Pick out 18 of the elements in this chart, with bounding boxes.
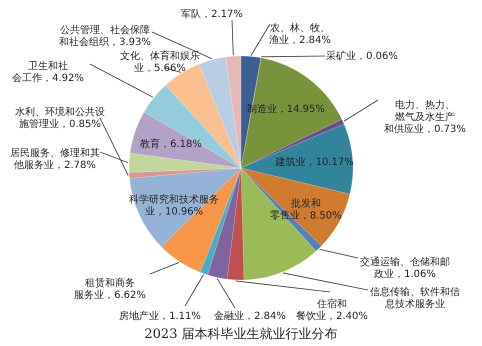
slice-label: 文化、体育和娱乐业，5.66% [120,50,200,74]
slice-label: 金融业，2.84% [214,310,286,322]
slice-label: 住宿和餐饮业，2.40% [296,298,368,322]
slice-label: 房地产业，1.11% [119,310,201,322]
slice-label: 采矿业，0.06% [326,50,398,62]
slice-label: 交通运输、仓储和邮政业，1.06% [360,256,450,280]
slice-label: 农、林、牧、渔业，2.84% [269,22,331,46]
slice-label: 居民服务、修理和其他服务业，2.78% [10,147,100,171]
slice-label: 信息传输、软件和信息技术服务业 [370,286,460,310]
slice-label: 公共管理、社会保障和社会组织，3.93% [59,24,151,48]
slice-label: 卫生和社会工作，4.92% [12,60,84,84]
slice-label: 租赁和商务服务业，6.62% [74,277,146,301]
slice-label: 批发和零售业，8.50% [270,198,342,222]
text: 2023 届本科毕业生就业行业分布 [144,327,338,342]
slice-label: 电力、热力、燃气及水生产和供应业，0.73% [384,99,466,135]
slice-label: 军队，2.17% [181,8,243,20]
slice-label: 水利、环境和公共设施管理业，0.85% [15,106,105,130]
slice-label: 教育，6.18% [140,138,202,150]
